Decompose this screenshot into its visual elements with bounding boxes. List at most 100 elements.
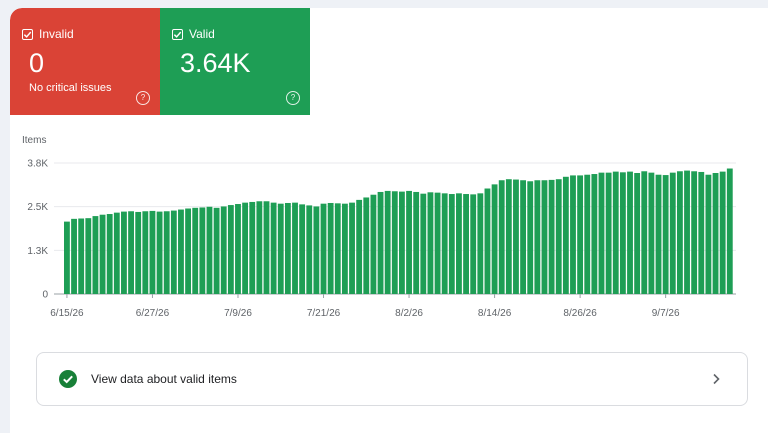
chart-bar[interactable] <box>477 193 484 294</box>
chart-bar[interactable] <box>562 176 569 294</box>
chart-bar[interactable] <box>121 211 127 294</box>
chart-bar[interactable] <box>491 184 498 294</box>
chart-bar[interactable] <box>235 204 241 294</box>
help-icon[interactable]: ? <box>286 91 300 105</box>
chart-bar[interactable] <box>206 206 213 294</box>
chart-bar[interactable] <box>456 193 462 294</box>
chart-bar[interactable] <box>441 193 448 294</box>
chart-bar[interactable] <box>612 171 619 294</box>
chart-bar[interactable] <box>199 207 206 294</box>
chart-bar[interactable] <box>220 206 227 294</box>
chart-bar[interactable] <box>420 193 427 294</box>
chart-bar[interactable] <box>648 172 655 294</box>
chart-bar[interactable] <box>334 203 341 294</box>
chart-bar[interactable] <box>227 205 234 294</box>
chart-bar[interactable] <box>256 201 263 294</box>
chart-bar[interactable] <box>363 197 370 294</box>
chart-bar[interactable] <box>570 175 576 294</box>
chart-bar[interactable] <box>113 212 120 294</box>
chart-bar[interactable] <box>370 194 377 294</box>
chart-bar[interactable] <box>641 171 648 294</box>
chart-bar[interactable] <box>591 174 598 294</box>
help-icon[interactable]: ? <box>136 91 150 105</box>
chart-bar[interactable] <box>292 202 298 294</box>
chart-bar[interactable] <box>356 199 363 294</box>
chart-bar[interactable] <box>178 209 184 294</box>
chart-bar[interactable] <box>399 191 405 294</box>
chart-bar[interactable] <box>128 211 134 294</box>
chart-bar[interactable] <box>270 202 277 294</box>
chart-bar[interactable] <box>163 211 170 294</box>
chart-bar[interactable] <box>135 211 142 294</box>
chart-bar[interactable] <box>192 207 199 294</box>
chart-bar[interactable] <box>676 171 683 294</box>
chart-bar[interactable] <box>99 214 106 294</box>
chart-bar[interactable] <box>149 210 156 294</box>
chart-bar[interactable] <box>277 203 284 294</box>
chart-bar[interactable] <box>71 218 77 294</box>
chart-bar[interactable] <box>634 173 641 294</box>
chart-bar[interactable] <box>463 194 469 294</box>
chart-bar[interactable] <box>78 218 85 295</box>
chart-bar[interactable] <box>470 194 477 294</box>
chart-bar[interactable] <box>384 190 391 294</box>
chart-bar[interactable] <box>263 201 270 294</box>
chart-bar[interactable] <box>705 174 712 294</box>
invalid-tile[interactable]: Invalid 0 No critical issues ? <box>10 8 160 115</box>
chart-bar[interactable] <box>448 194 455 294</box>
chart-bar[interactable] <box>577 175 584 294</box>
chart-bar[interactable] <box>712 173 719 294</box>
chart-bar[interactable] <box>427 192 434 294</box>
chevron-right-icon[interactable] <box>709 372 723 386</box>
chart-bar[interactable] <box>541 180 548 294</box>
chart-bar[interactable] <box>213 207 220 294</box>
chart-bar[interactable] <box>513 179 519 294</box>
chart-bar[interactable] <box>349 202 355 294</box>
chart-bar[interactable] <box>64 221 70 294</box>
chart-bar[interactable] <box>106 214 113 294</box>
chart-bar[interactable] <box>85 218 92 294</box>
chart-bar[interactable] <box>320 203 327 294</box>
chart-bar[interactable] <box>619 172 626 294</box>
chart-bar[interactable] <box>662 175 669 294</box>
chart-bar[interactable] <box>377 191 384 294</box>
chart-bar[interactable] <box>434 192 441 294</box>
chart-bar[interactable] <box>284 202 291 294</box>
checkbox-icon[interactable] <box>172 28 183 40</box>
chart-bar[interactable] <box>534 180 541 294</box>
chart-bar[interactable] <box>185 208 192 294</box>
chart-bar[interactable] <box>391 191 398 294</box>
chart-bar[interactable] <box>313 206 320 294</box>
chart-bar[interactable] <box>684 170 690 294</box>
chart-bar[interactable] <box>484 188 491 294</box>
view-valid-items-row[interactable]: View data about valid items <box>36 352 748 406</box>
chart-bar[interactable] <box>505 179 512 294</box>
chart-bar[interactable] <box>299 204 306 294</box>
chart-bar[interactable] <box>170 210 177 294</box>
chart-bar[interactable] <box>327 202 334 294</box>
chart-bar[interactable] <box>142 211 149 294</box>
chart-bar[interactable] <box>527 181 534 294</box>
chart-bar[interactable] <box>669 172 676 294</box>
chart-bar[interactable] <box>698 171 705 294</box>
chart-bar[interactable] <box>655 174 662 294</box>
chart-bar[interactable] <box>498 180 505 294</box>
chart-bar[interactable] <box>726 168 733 294</box>
chart-bar[interactable] <box>555 179 562 294</box>
chart-bar[interactable] <box>413 191 420 294</box>
valid-tile[interactable]: Valid 3.64K ? <box>160 8 310 115</box>
chart-bar[interactable] <box>156 211 163 294</box>
chart-bar[interactable] <box>520 180 527 294</box>
chart-bar[interactable] <box>306 205 313 294</box>
chart-bar[interactable] <box>627 171 633 294</box>
chart-bar[interactable] <box>92 216 99 294</box>
chart-bar[interactable] <box>598 172 605 294</box>
chart-bar[interactable] <box>548 179 555 294</box>
chart-bar[interactable] <box>719 171 726 294</box>
checkbox-icon[interactable] <box>22 28 33 40</box>
chart-bar[interactable] <box>691 171 698 294</box>
chart-bar[interactable] <box>584 174 591 294</box>
chart-bar[interactable] <box>242 202 249 294</box>
chart-bar[interactable] <box>605 172 612 294</box>
chart-bar[interactable] <box>406 190 412 294</box>
